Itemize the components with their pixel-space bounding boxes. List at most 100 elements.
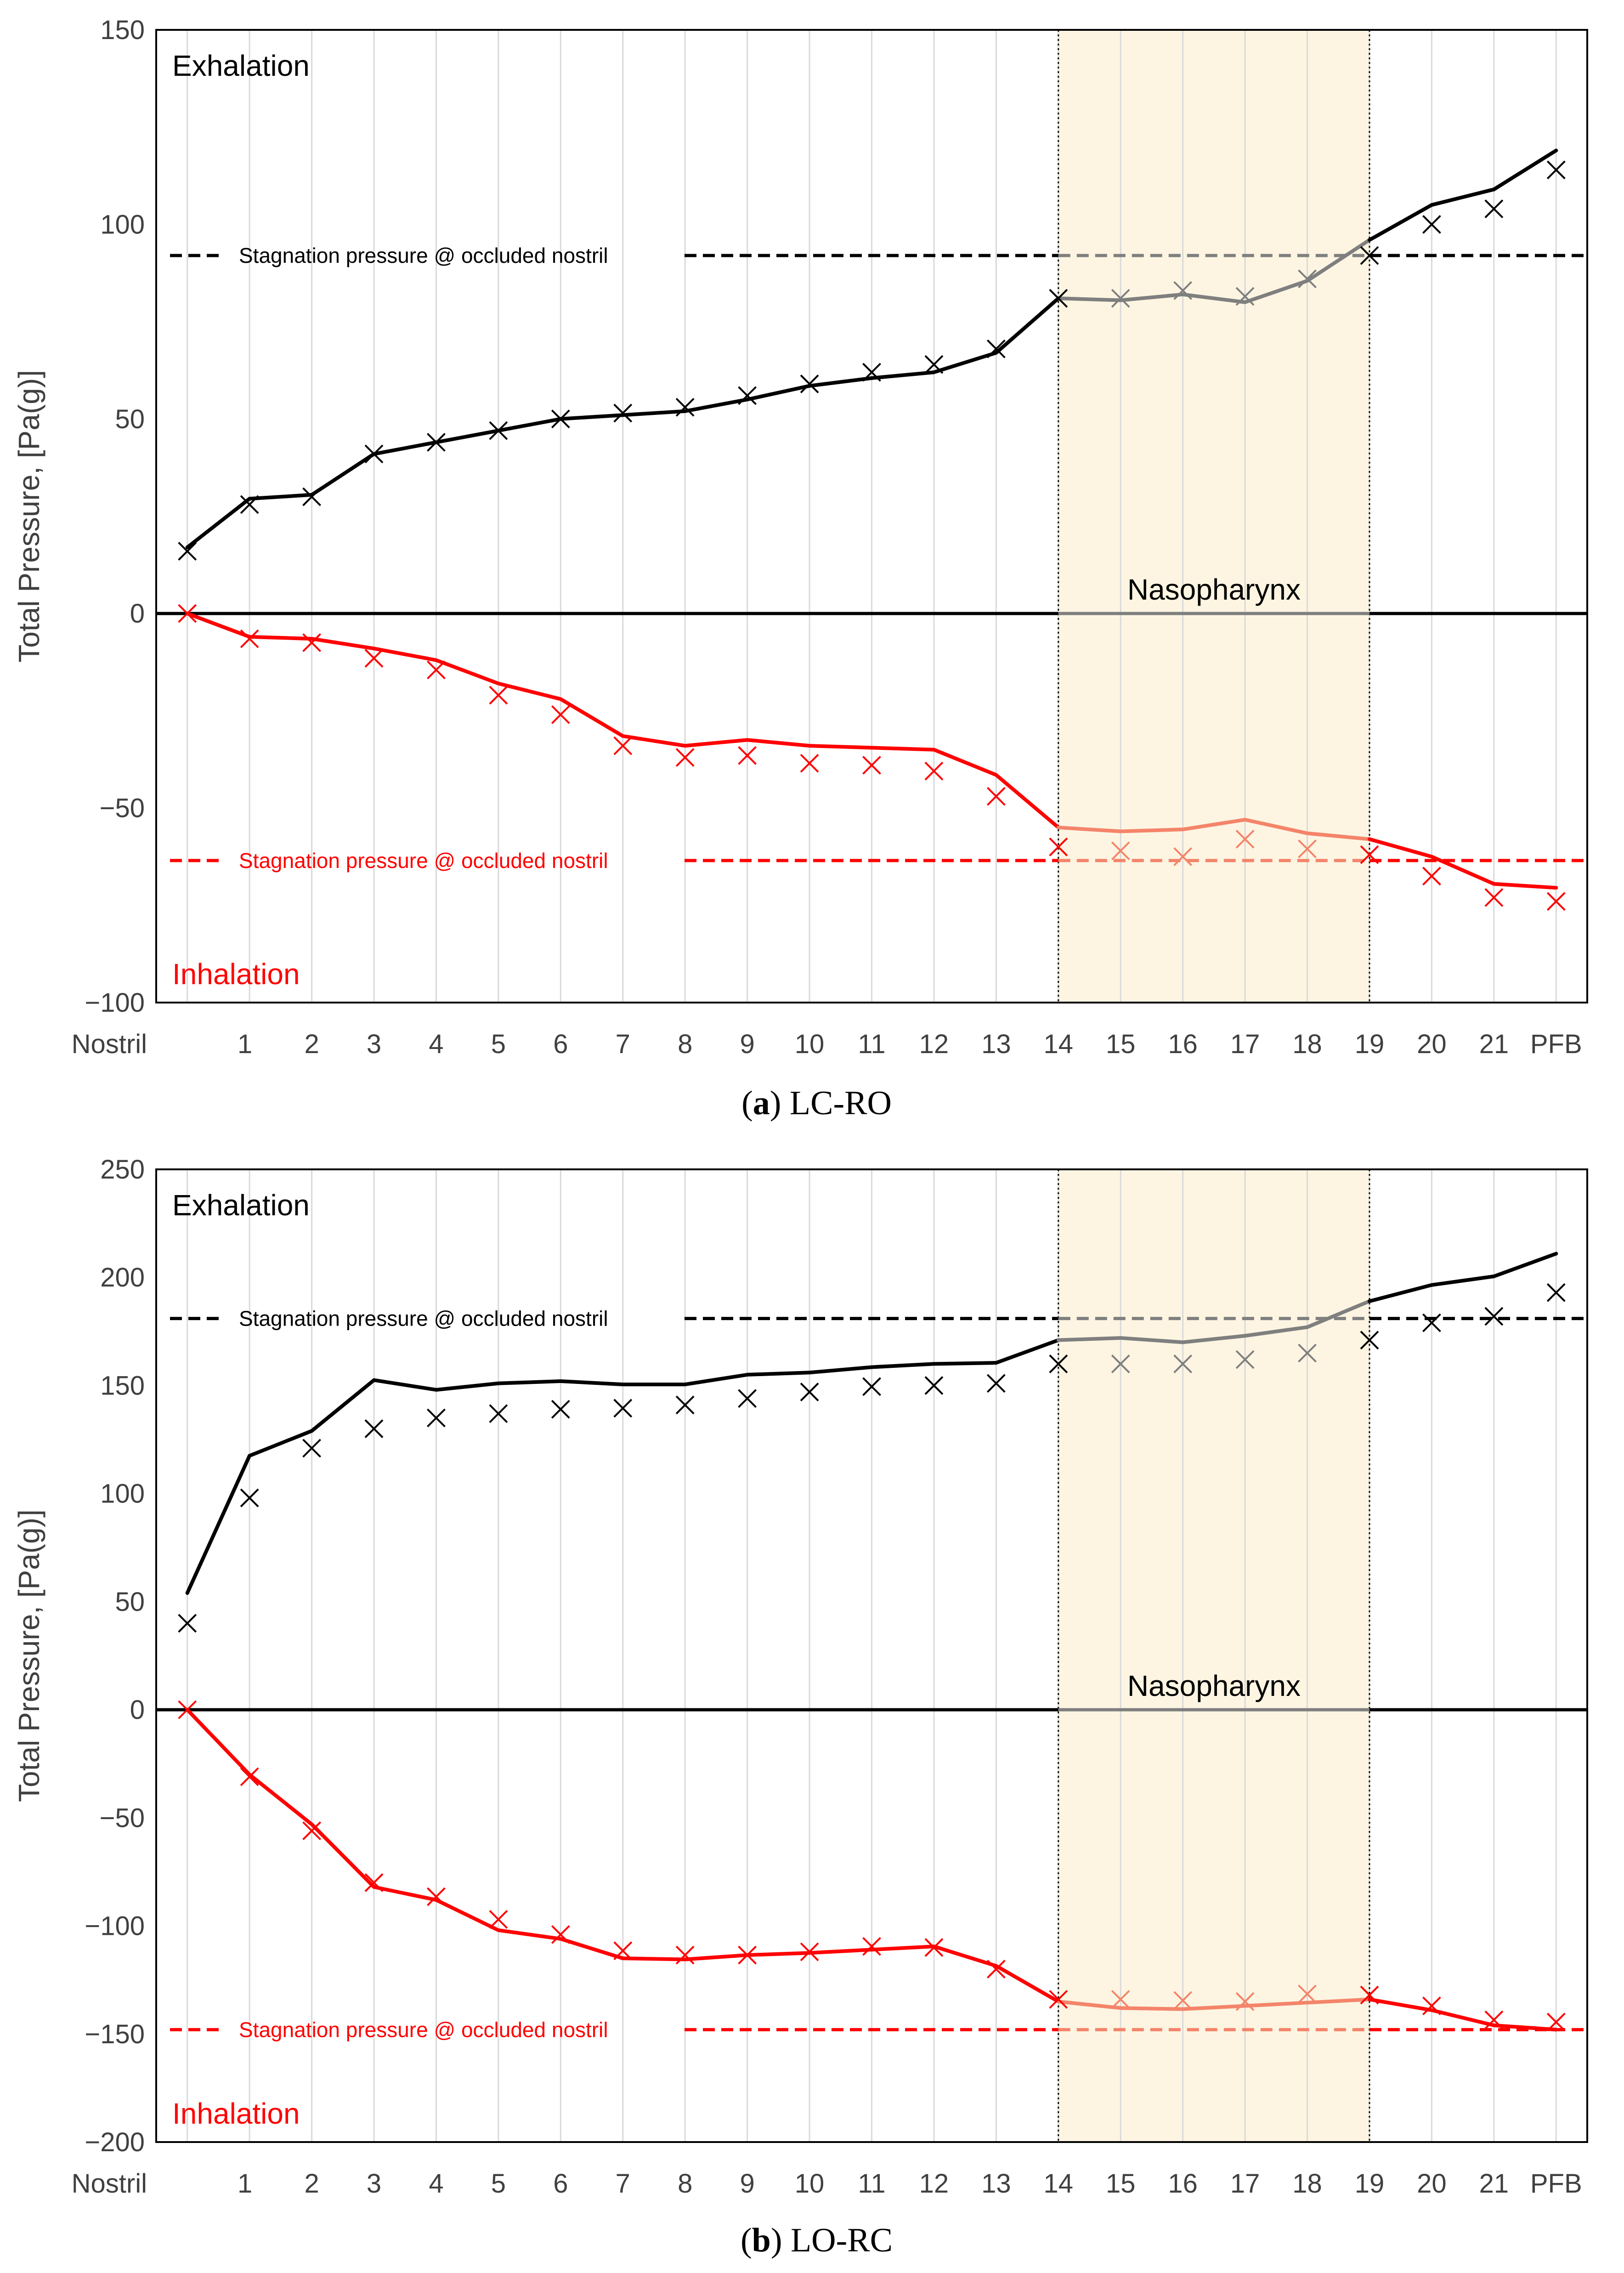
y-tick-label: 250 [100, 1155, 145, 1185]
exhalation-line-segment-12 [932, 351, 998, 374]
y-tick-label: 0 [130, 1695, 145, 1725]
caption-open: ( [741, 1084, 753, 1122]
inhalation-markers-marker-16 [1173, 847, 1193, 866]
x-tick-label-15: 15 [1106, 2169, 1136, 2199]
inhalation-markers-marker-1 [240, 629, 259, 648]
inhalation-markers-marker-14 [1049, 1990, 1068, 2009]
y-axis-label: Total Pressure, [Pa(g)] [12, 370, 45, 663]
inhalation-markers-marker-4 [427, 1887, 446, 1906]
exhalation-markers-marker-4 [427, 433, 446, 452]
x-tick-label-4: 4 [429, 1029, 443, 1059]
inhalation-markers-marker-6 [551, 705, 570, 724]
inhalation-markers-marker-1 [240, 1767, 259, 1786]
exhalation-markers-marker-10 [800, 1383, 819, 1401]
inhalation-line-segment-19 [1367, 1997, 1434, 2012]
x-tick-label-9: 9 [740, 2169, 754, 2199]
x-tick-label-11: 11 [858, 2169, 885, 2199]
inhalation-markers-marker-11 [862, 1937, 881, 1956]
exhalation-markers-marker-6 [551, 409, 570, 429]
inhalation-markers-marker-12 [924, 1938, 944, 1957]
exhalation-line-segment-20 [1430, 187, 1496, 207]
reference-line-1-label: Stagnation pressure @ occluded nostril [239, 849, 608, 873]
exhalation-markers-marker-9 [738, 1389, 757, 1408]
exhalation-markers-marker-7 [613, 1399, 633, 1418]
region-label: Nasopharynx [1127, 1669, 1301, 1702]
exhalation-annotation: Exhalation [172, 49, 310, 82]
y-tick-label: 100 [100, 1479, 145, 1509]
exhalation-markers-marker-13 [986, 1374, 1006, 1393]
inhalation-markers-marker-21 [1484, 2010, 1504, 2029]
inhalation-line-segment-13 [994, 773, 1060, 829]
x-tick-label-11: 11 [858, 1029, 885, 1059]
caption-letter: a [753, 1084, 770, 1122]
exhalation-markers-marker-3 [364, 1419, 384, 1438]
y-tick-label: −50 [100, 1803, 145, 1833]
exhalation-line-segment-7 [621, 409, 687, 417]
x-tick-label-PFB: PFB [1530, 2169, 1582, 2199]
inhalation-line-segment-12 [932, 1944, 998, 1968]
inhalation-markers-marker-14 [1049, 837, 1068, 856]
exhalation-line-segment-21 [1492, 1252, 1558, 1278]
inhalation-line-segment-4 [434, 658, 500, 686]
y-tick-label: −200 [85, 2127, 145, 2157]
exhalation-line-segment-4 [434, 1381, 500, 1392]
x-tick-label-10: 10 [795, 1029, 825, 1059]
exhalation-markers-marker-PFB [1546, 160, 1566, 180]
exhalation-line-segment-10 [808, 376, 874, 388]
exhalation-markers-marker-12 [924, 355, 944, 374]
x-tick-label-4: 4 [429, 2169, 443, 2199]
x-tick-label-16: 16 [1168, 2169, 1198, 2199]
exhalation-markers-marker-16 [1173, 1354, 1193, 1373]
inhalation-markers-marker-9 [738, 1945, 757, 1965]
exhalation-markers-marker-9 [738, 386, 757, 405]
exhalation-line-segment-14 [1056, 296, 1123, 302]
exhalation-line-segment-5 [496, 417, 563, 433]
inhalation-line-segment-15 [1119, 2006, 1185, 2011]
exhalation-markers-marker-8 [675, 1395, 695, 1415]
x-tick-label-7: 7 [616, 1029, 630, 1059]
exhalation-markers-marker-12 [924, 1376, 944, 1395]
inhalation-line-segment-2 [310, 1822, 376, 1889]
x-tick-label-19: 19 [1355, 2169, 1385, 2199]
plot-frame [155, 29, 1588, 1003]
inhalation-markers-marker-10 [800, 1942, 819, 1961]
inhalation-markers-marker-3 [364, 1873, 384, 1892]
exhalation-line-segment-15 [1119, 292, 1185, 302]
x-tick-label-10: 10 [795, 2169, 825, 2199]
inhalation-line-segment-20 [1430, 2008, 1496, 2027]
inhalation-line-segment-18 [1305, 831, 1371, 841]
x-tick-label-9: 9 [740, 1029, 754, 1059]
exhalation-line-segment-1 [248, 1429, 314, 1458]
x-tick-label-12: 12 [919, 2169, 949, 2199]
exhalation-markers-marker-19 [1360, 1331, 1379, 1350]
inhalation-line-segment-12 [932, 748, 998, 777]
x-tick-label-6: 6 [553, 2169, 568, 2199]
inhalation-line-segment-13 [994, 1964, 1060, 2004]
exhalation-line-segment-11 [870, 370, 936, 380]
inhalation-line-segment-7 [621, 734, 687, 748]
exhalation-markers-marker-17 [1235, 287, 1255, 306]
inhalation-markers-marker-13 [986, 787, 1006, 806]
y-tick-label: 150 [100, 15, 145, 45]
exhalation-line-segment-17 [1243, 1325, 1309, 1338]
caption-open: ( [741, 2222, 752, 2259]
inhalation-markers-marker-Nostril [178, 1700, 197, 1719]
caption-letter: b [752, 2222, 771, 2259]
inhalation-line-segment-18 [1305, 1997, 1371, 2005]
caption-text: ) LO-RC [771, 2222, 893, 2259]
exhalation-line-segment-12 [932, 1361, 998, 1366]
x-tick-label-21: 21 [1479, 1029, 1509, 1059]
exhalation-annotation: Exhalation [172, 1189, 310, 1222]
exhalation-markers-marker-Nostril [178, 1614, 197, 1633]
exhalation-line-segment-3 [372, 440, 438, 456]
inhalation-markers-marker-6 [551, 1925, 570, 1944]
inhalation-markers-marker-8 [675, 748, 695, 767]
inhalation-line-segment-10 [808, 1948, 874, 1955]
exhalation-markers-marker-11 [862, 1377, 881, 1396]
inhalation-line-segment-9 [745, 1951, 812, 1957]
inhalation-markers-marker-9 [738, 746, 757, 765]
exhalation-markers-marker-20 [1422, 1313, 1441, 1332]
x-tick-label-6: 6 [553, 1029, 568, 1059]
chart-panel-a: Nasopharynx Stagnation pressure @ occlude… [12, 15, 1588, 1122]
reference-line-0-label: Stagnation pressure @ occluded nostril [239, 1307, 608, 1331]
